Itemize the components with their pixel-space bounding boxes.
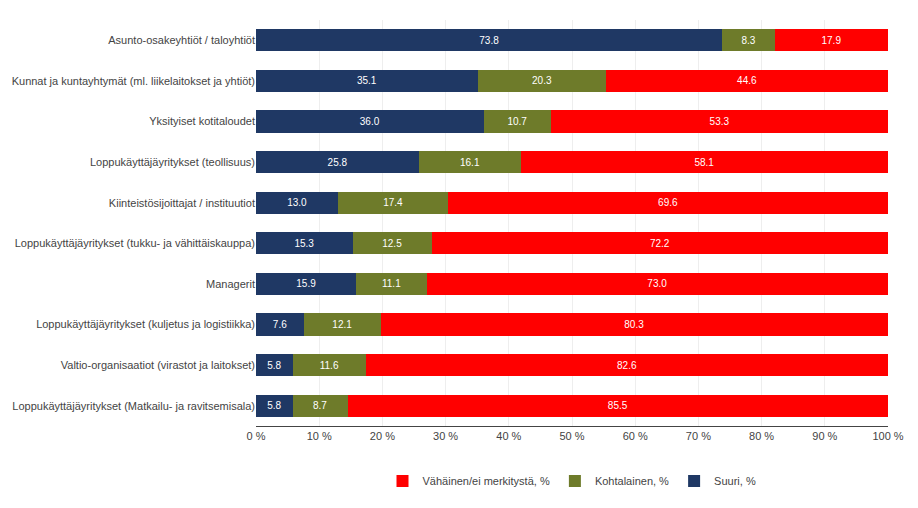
svg-text:7.6: 7.6 [273,319,287,330]
svg-text:20.3: 20.3 [532,75,552,86]
svg-text:80.3: 80.3 [624,319,644,330]
svg-text:90 %: 90 % [812,430,837,442]
svg-text:10 %: 10 % [307,430,332,442]
svg-text:44.6: 44.6 [737,75,757,86]
svg-text:85.5: 85.5 [608,400,628,411]
svg-text:17.4: 17.4 [383,197,403,208]
svg-text:8.3: 8.3 [741,35,755,46]
svg-text:Loppukäyttäjäyritykset (Matkai: Loppukäyttäjäyritykset (Matkailu- ja rav… [12,400,255,412]
svg-text:40 %: 40 % [496,430,521,442]
svg-text:Loppukäyttäjäyritykset (teolli: Loppukäyttäjäyritykset (teollisuus) [90,156,255,168]
svg-text:5.8: 5.8 [267,360,281,371]
svg-text:72.2: 72.2 [650,238,670,249]
svg-text:15.9: 15.9 [296,278,316,289]
svg-text:25.8: 25.8 [328,157,348,168]
svg-text:73.0: 73.0 [647,278,667,289]
svg-text:Loppukäyttäjäyritykset (tukku-: Loppukäyttäjäyritykset (tukku- ja vähitt… [15,237,255,249]
svg-text:8.7: 8.7 [313,400,327,411]
svg-text:100 %: 100 % [872,430,903,442]
svg-text:69.6: 69.6 [658,197,678,208]
svg-text:Kohtalainen, %: Kohtalainen, % [595,475,669,487]
svg-text:10.7: 10.7 [507,116,527,127]
svg-text:11.6: 11.6 [320,360,339,371]
svg-text:35.1: 35.1 [357,75,377,86]
svg-text:20 %: 20 % [370,430,395,442]
svg-text:Asunto-osakeyhtiöt / taloyhtiö: Asunto-osakeyhtiöt / taloyhtiöt [108,34,255,46]
svg-text:Kiinteistösijoittajat / instit: Kiinteistösijoittajat / instituutiot [109,197,255,209]
svg-text:82.6: 82.6 [617,360,637,371]
svg-text:Suuri, %: Suuri, % [714,475,756,487]
svg-text:Valtio-organisaatiot (virastot: Valtio-organisaatiot (virastot ja laitok… [61,359,255,371]
svg-text:15.3: 15.3 [294,238,314,249]
svg-text:50 %: 50 % [559,430,584,442]
svg-text:12.5: 12.5 [382,238,402,249]
svg-text:70 %: 70 % [686,430,711,442]
svg-text:13.0: 13.0 [287,197,307,208]
svg-text:60 %: 60 % [623,430,648,442]
svg-text:Yksityiset kotitaloudet: Yksityiset kotitaloudet [149,115,255,127]
svg-text:Vähäinen/ei merkitystä, %: Vähäinen/ei merkitystä, % [423,475,550,487]
svg-text:Loppukäyttäjäyritykset (kuljet: Loppukäyttäjäyritykset (kuljetus ja logi… [36,318,255,330]
svg-text:30 %: 30 % [433,430,458,442]
svg-text:12.1: 12.1 [332,319,352,330]
svg-text:58.1: 58.1 [694,157,714,168]
svg-text:80 %: 80 % [749,430,774,442]
svg-text:17.9: 17.9 [821,35,841,46]
svg-text:0 %: 0 % [247,430,266,442]
svg-text:36.0: 36.0 [360,116,380,127]
svg-text:16.1: 16.1 [460,157,480,168]
svg-text:5.8: 5.8 [267,400,281,411]
svg-text:11.1: 11.1 [382,278,401,289]
svg-text:53.3: 53.3 [710,116,730,127]
svg-text:Managerit: Managerit [206,278,255,290]
svg-text:73.8: 73.8 [479,35,499,46]
svg-text:Kunnat ja kuntayhtymät (ml. li: Kunnat ja kuntayhtymät (ml. liikelaitoks… [12,75,255,87]
